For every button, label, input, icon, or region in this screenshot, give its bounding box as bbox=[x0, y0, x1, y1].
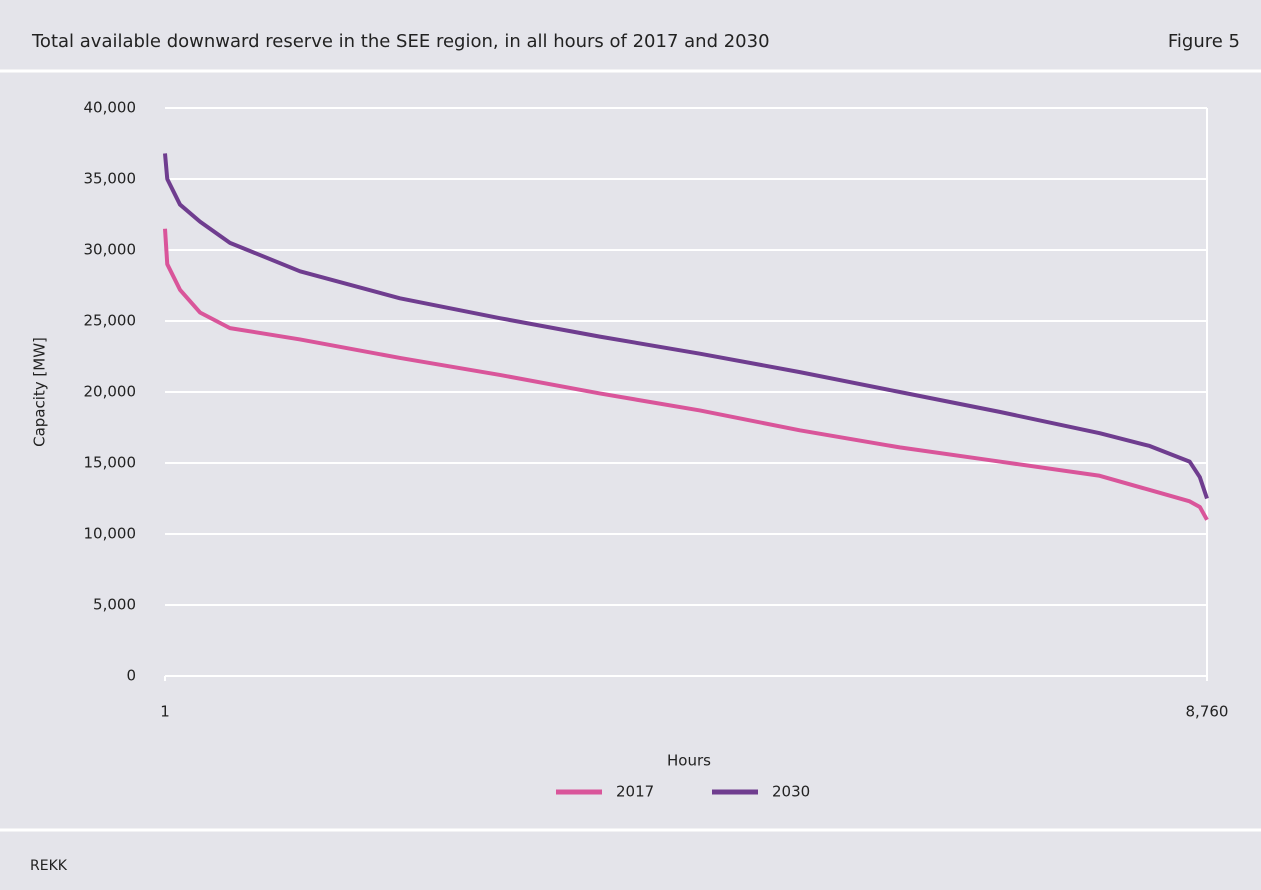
y-tick-label: 10,000 bbox=[84, 525, 137, 543]
y-tick-label: 20,000 bbox=[84, 383, 137, 401]
x-tick-label: 8,760 bbox=[1186, 703, 1229, 721]
series-line bbox=[163, 228, 1209, 521]
legend-label: 2017 bbox=[616, 783, 654, 801]
y-tick-label: 25,000 bbox=[84, 312, 137, 330]
y-tick-label: 0 bbox=[126, 667, 136, 685]
y-tick-label: 30,000 bbox=[84, 241, 137, 259]
x-axis-label: Hours bbox=[667, 752, 711, 770]
y-tick-label: 5,000 bbox=[93, 596, 136, 614]
legend-label: 2030 bbox=[772, 783, 810, 801]
x-tick-label: 1 bbox=[160, 703, 170, 721]
figure-label: Figure 5 bbox=[1168, 31, 1240, 52]
y-axis-label: Capacity [MW] bbox=[31, 337, 49, 447]
chart-title: Total available downward reserve in the … bbox=[31, 31, 770, 52]
source: REKK bbox=[30, 858, 68, 874]
y-tick-label: 35,000 bbox=[84, 170, 137, 188]
series-line bbox=[163, 153, 1209, 500]
y-tick-label: 15,000 bbox=[84, 454, 137, 472]
y-tick-label: 40,000 bbox=[84, 99, 137, 117]
